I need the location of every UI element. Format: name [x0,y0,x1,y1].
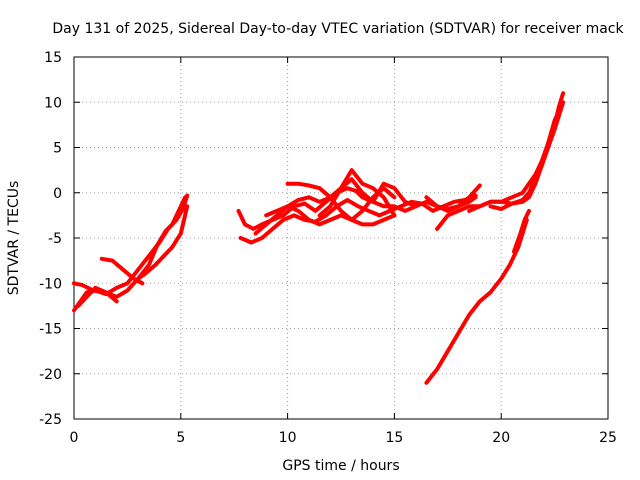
chart-title: Day 131 of 2025, Sidereal Day-to-day VTE… [52,21,624,37]
series-track-7 [238,193,478,245]
y-tick-label: 5 [53,141,62,157]
series-track-4 [99,256,145,286]
x-tick-label: 0 [70,430,79,446]
series-track-17 [512,208,531,254]
y-tick-label: 10 [44,95,62,111]
y-axis-label: SDTVAR / TECUs [6,181,22,296]
series-track-9 [264,204,397,227]
grid [74,57,608,419]
y-tick-label: -5 [48,231,62,247]
series-track-15 [488,104,563,211]
axis-ticks: 0 5 10 15 20 25 15 10 5 0 -5 -10 -15 -20 -25 [39,50,617,446]
y-tick-label: -10 [39,276,62,292]
x-axis-label: GPS time / hours [282,458,399,474]
y-tick-label: -15 [39,322,62,338]
x-tick-label: 5 [176,430,185,446]
x-tick-label: 10 [279,430,297,446]
series-track-16 [424,217,529,385]
series-track-12 [424,183,482,213]
y-tick-label: -20 [39,367,62,383]
x-tick-label: 20 [492,430,510,446]
y-tick-label: 15 [44,50,62,66]
y-tick-label: -25 [39,412,62,428]
series-track-5 [136,195,188,281]
series-track-11 [317,177,418,218]
series-track-3 [76,285,119,308]
series-track-8 [253,168,397,236]
y-tick-label: 0 [53,186,62,202]
data-series [72,91,566,385]
x-tick-label: 15 [385,430,403,446]
x-tick-label: 25 [599,430,617,446]
